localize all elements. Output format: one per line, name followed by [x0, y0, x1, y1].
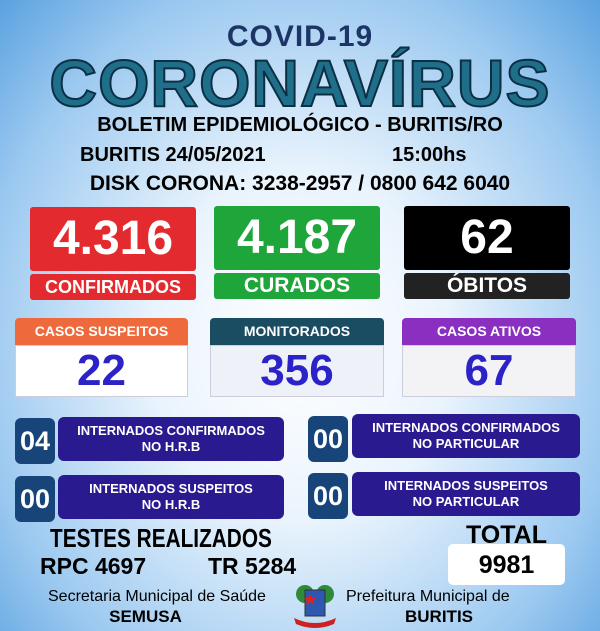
stat-label: MONITORADOS — [210, 318, 384, 345]
stat-label: CASOS SUSPEITOS — [15, 318, 188, 345]
subtitle: BOLETIM EPIDEMIOLÓGICO - BURITIS/RO — [97, 114, 503, 136]
internados-count: 04 — [15, 418, 55, 464]
stat-obitos: 62 ÓBITOS — [404, 206, 570, 299]
stat-casos-suspeitos: CASOS SUSPEITOS 22 — [15, 318, 188, 397]
internados-label: INTERNADOS CONFIRMADOS NO H.R.B — [58, 417, 284, 461]
tests-tr: TR 5284 — [208, 553, 297, 579]
label-line: INTERNADOS SUSPEITOS — [384, 478, 548, 493]
stat-value: 22 — [15, 345, 188, 397]
internados-label: INTERNADOS SUSPEITOS NO H.R.B — [58, 475, 284, 519]
stat-label: CASOS ATIVOS — [402, 318, 576, 345]
stat-monitorados: MONITORADOS 356 — [210, 318, 384, 397]
tests-rpc: RPC 4697 — [40, 553, 147, 579]
tests-title: TESTES REALIZADOS — [50, 523, 272, 553]
time: 15:00hs — [392, 144, 467, 166]
coronavirus-title: CORONAVÍRUS — [48, 46, 551, 120]
internados-count: 00 — [308, 416, 348, 462]
stat-value: 356 — [210, 345, 384, 397]
stat-value: 4.187 — [214, 206, 380, 270]
footer-secretaria: Secretaria Municipal de Saúde — [48, 588, 266, 605]
date: BURITIS 24/05/2021 — [80, 144, 266, 166]
stat-curados: 4.187 CURADOS — [214, 206, 380, 299]
total-value: 9981 — [478, 551, 535, 579]
disk-corona: DISK CORONA: 3238-2957 / 0800 642 6040 — [89, 172, 511, 195]
footer-semusa: SEMUSA — [109, 607, 182, 626]
coat-of-arms-logo — [294, 585, 336, 628]
stat-value: 62 — [404, 206, 570, 270]
label-line: NO PARTICULAR — [412, 436, 520, 451]
label-line: NO H.R.B — [141, 439, 201, 454]
stat-confirmados: 4.316 CONFIRMADOS — [30, 207, 196, 300]
internados-label: INTERNADOS CONFIRMADOS NO PARTICULAR — [352, 414, 580, 458]
stat-casos-ativos: CASOS ATIVOS 67 — [402, 318, 576, 397]
footer-prefeitura: Prefeitura Municipal de — [346, 588, 510, 605]
stat-value: 67 — [402, 345, 576, 397]
label-line: NO H.R.B — [141, 497, 201, 512]
stat-label: ÓBITOS — [404, 273, 570, 299]
covid-title: COVID-19 — [226, 20, 374, 53]
internados-count: 00 — [15, 476, 55, 522]
stat-label: CONFIRMADOS — [30, 274, 196, 300]
internados-count: 00 — [308, 473, 348, 519]
internados-label: INTERNADOS SUSPEITOS NO PARTICULAR — [352, 472, 580, 516]
footer-buritis: BURITIS — [405, 607, 473, 626]
total-box — [448, 544, 565, 585]
stat-value: 4.316 — [30, 207, 196, 271]
label-line: INTERNADOS CONFIRMADOS — [77, 423, 265, 438]
stat-label: CURADOS — [214, 273, 380, 299]
total-label: TOTAL — [465, 521, 547, 549]
label-line: INTERNADOS CONFIRMADOS — [372, 420, 560, 435]
label-line: INTERNADOS SUSPEITOS — [89, 481, 253, 496]
label-line: NO PARTICULAR — [412, 494, 520, 509]
